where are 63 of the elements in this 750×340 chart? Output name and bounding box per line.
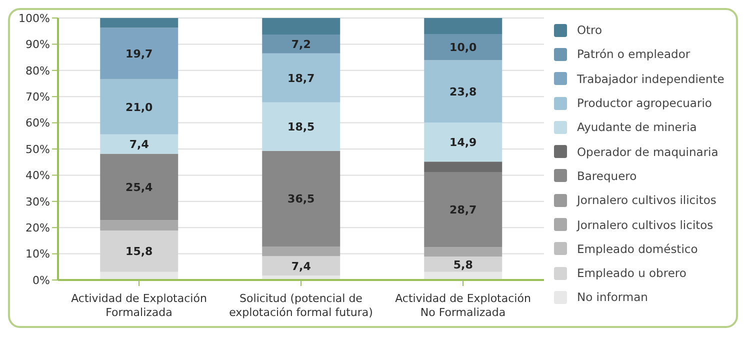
bar bbox=[262, 102, 340, 151]
y-tick-label: 60% bbox=[26, 116, 50, 130]
y-tick-label: 70% bbox=[26, 90, 50, 104]
legend-label: No informan bbox=[577, 290, 648, 304]
data-label: 18,7 bbox=[288, 72, 315, 85]
data-label: 19,7 bbox=[126, 48, 153, 60]
x-tick-label: Solicitud (potencial de explotación formal futura) bbox=[229, 292, 373, 319]
data-label: 15,8 bbox=[126, 245, 153, 258]
data-label: 14,9 bbox=[450, 136, 477, 150]
data-label: 25,4 bbox=[126, 180, 154, 194]
y-tick-label: 90% bbox=[26, 38, 50, 52]
y-tick-label: 20% bbox=[26, 222, 50, 235]
bar bbox=[262, 18, 340, 35]
bar bbox=[262, 246, 340, 256]
data-label: 23,8 bbox=[450, 85, 477, 98]
x-tick-label: Actividad de Explotación Formalizada bbox=[71, 292, 207, 319]
data-label: 21,0 bbox=[126, 100, 154, 114]
bar bbox=[100, 134, 178, 154]
data-label: 10,0 bbox=[450, 41, 478, 54]
legend-label: Trabajador independiente bbox=[577, 72, 724, 86]
bar bbox=[424, 247, 502, 257]
bar bbox=[262, 53, 340, 102]
data-label: 7,4 bbox=[129, 138, 150, 152]
legend-label: Productor agropecuario bbox=[577, 96, 712, 110]
bar bbox=[262, 34, 340, 54]
bar bbox=[100, 220, 178, 230]
y-tick-label: 30% bbox=[26, 195, 50, 208]
bar bbox=[424, 34, 502, 60]
bar bbox=[262, 256, 340, 276]
bar bbox=[262, 150, 340, 246]
bar bbox=[100, 230, 178, 272]
data-label: 28,7 bbox=[450, 204, 477, 217]
legend-label: Patrón o empleador bbox=[577, 47, 690, 62]
legend-label: Jornalero cultivos ilicitos bbox=[577, 193, 716, 208]
y-tick-label: 100% bbox=[18, 12, 50, 25]
bar bbox=[100, 154, 178, 220]
bar bbox=[100, 79, 178, 134]
y-tick-label: 80% bbox=[26, 64, 50, 78]
bar bbox=[424, 122, 502, 162]
data-label: 18,5 bbox=[288, 120, 315, 134]
data-label: 36,5 bbox=[288, 192, 315, 206]
data-label: 7,2 bbox=[291, 38, 311, 51]
data-label: 7,4 bbox=[291, 260, 312, 273]
bar bbox=[424, 256, 502, 272]
y-tick-label: 0% bbox=[32, 274, 50, 287]
bar bbox=[424, 18, 502, 34]
data-label: 5,8 bbox=[453, 258, 473, 272]
legend-label: Jornalero cultivos licitos bbox=[577, 218, 714, 232]
bar bbox=[424, 172, 502, 248]
legend-label: Ayudante de mineria bbox=[577, 120, 697, 134]
legend-label: Operador de maquinaria bbox=[577, 144, 718, 159]
x-tick-label: Actividad de Explotación No Formalizada bbox=[395, 292, 531, 319]
bar bbox=[424, 162, 502, 172]
legend-label: Otro bbox=[577, 23, 602, 38]
y-tick-label: 10% bbox=[26, 248, 50, 261]
bar bbox=[100, 28, 178, 80]
y-tick-label: 50% bbox=[26, 142, 50, 156]
legend-label: Barequero bbox=[577, 168, 637, 183]
bar bbox=[424, 60, 502, 123]
legend-label: Empleado doméstico bbox=[577, 242, 698, 256]
y-tick-label: 40% bbox=[26, 169, 50, 182]
bar bbox=[100, 18, 178, 28]
legend-label: Empleado u obrero bbox=[577, 266, 686, 280]
